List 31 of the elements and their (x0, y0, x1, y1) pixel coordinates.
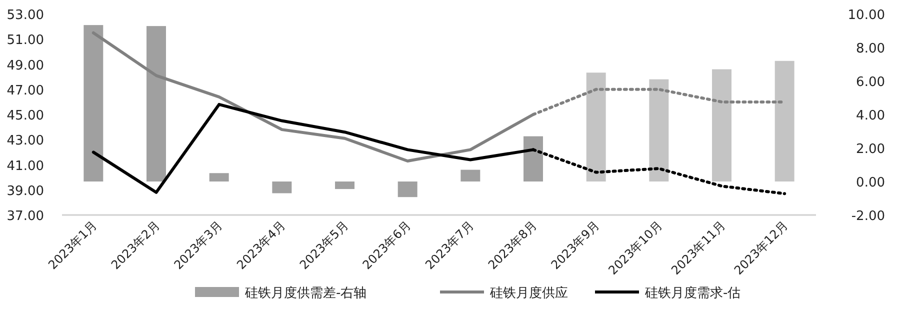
y2-tick-label: 4.00 (856, 108, 885, 124)
bar (586, 72, 606, 182)
legend-label: 硅铁月度供需差-右轴 (244, 285, 367, 301)
bar (649, 79, 669, 182)
bar (398, 182, 418, 198)
bar (146, 26, 166, 182)
y-tick-label: 47.00 (6, 83, 44, 98)
bar (774, 60, 794, 182)
y2-tick-label: -2.00 (851, 209, 885, 224)
y-tick-label: 39.00 (6, 184, 44, 199)
y2-tick-label: 8.00 (856, 42, 885, 56)
y-tick-label: 49.00 (6, 58, 44, 74)
bar (84, 25, 104, 182)
legend-label: 硅铁月度供应 (489, 285, 568, 301)
legend-label: 硅铁月度需求-估 (644, 285, 741, 301)
y-tick-label: 45.00 (6, 108, 44, 124)
y2-tick-label: 0.00 (856, 176, 885, 190)
y2-tick-label: 10.00 (848, 8, 885, 23)
y2-tick-label: 6.00 (856, 75, 885, 90)
y2-tick-label: 2.00 (856, 142, 885, 157)
y-tick-label: 41.00 (6, 158, 44, 174)
bar (209, 173, 229, 182)
bar (712, 69, 732, 182)
y-tick-label: 37.00 (6, 209, 44, 224)
bar (272, 182, 292, 194)
bar (524, 136, 543, 182)
bar (335, 182, 354, 190)
y-tick-label: 51.00 (6, 33, 44, 48)
y-tick-label: 53.00 (6, 8, 44, 23)
y-tick-label: 43.00 (6, 134, 44, 149)
bar (460, 170, 480, 182)
